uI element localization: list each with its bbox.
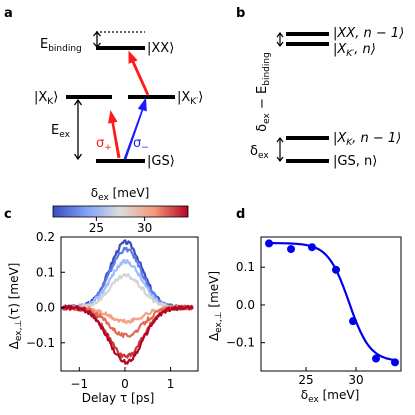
panel-b-label: b [236, 6, 245, 21]
b-label-xkp: |XK′, n⟩ [333, 42, 376, 59]
colorbar-tick-25: 25 [89, 221, 104, 235]
d-xtick-25: 25 [298, 373, 313, 387]
d-ylabel: Δex,⊥ [meV] [207, 271, 224, 341]
colorbar: δex [meV] 25 30 [52, 186, 189, 235]
panel-a-label: a [4, 6, 13, 21]
c-ytick-0.2: 0.2 [36, 230, 55, 244]
b-label-gs: |GS, n⟩ [333, 154, 377, 169]
sigma-minus-label: σ− [133, 136, 149, 153]
colorbar-tick-30: 30 [137, 221, 152, 235]
label-gs: |GS⟩ [147, 154, 175, 169]
d-xtick-30: 30 [348, 373, 363, 387]
c-ylabel: Δex,⊥(τ) [meV] [7, 263, 24, 350]
label-xkp: |XK′⟩ [177, 90, 203, 107]
b-label-xx: |XX, n − 1⟩ [333, 26, 404, 41]
b-ylabel: δex − Ebinding [255, 52, 272, 132]
c-series-1 [61, 246, 194, 311]
c-xtick-1: 1 [167, 377, 175, 391]
panel-c-curves [61, 239, 194, 365]
panel-d: d 25 30 0.1 0.0 −0.1 δex [meV] Δex,⊥ [me… [207, 207, 402, 405]
d-ytick-neg0.1: −0.1 [226, 336, 255, 350]
colorbar-gradient [52, 205, 189, 218]
d-point-3 [332, 265, 340, 274]
c-xtick-0: 0 [121, 377, 129, 391]
c-xlabel: Delay τ [ps] [82, 391, 155, 405]
e-binding-label: Ebinding [40, 37, 82, 54]
c-series-6 [62, 304, 194, 359]
c-series-7 [61, 304, 194, 365]
panel-d-points [265, 239, 399, 367]
label-xx: |XX⟩ [147, 41, 174, 56]
b-delta-label: δex [250, 144, 269, 161]
e-ex-label: Eex [51, 123, 71, 140]
d-point-5 [372, 354, 380, 363]
panel-b: b δex δex − Ebinding |XX, n − 1⟩ |XK′, n… [236, 6, 404, 169]
c-ytick-neg0.1: −0.1 [26, 336, 55, 350]
d-ytick-0.0: 0.0 [236, 298, 255, 312]
sigma-plus-arrow-lower [108, 110, 121, 159]
panel-d-label: d [236, 207, 245, 222]
d-point-2 [308, 243, 316, 252]
c-ytick-0.1: 0.1 [36, 265, 55, 279]
c-xtick-neg1: −1 [70, 377, 88, 391]
c-ytick-0.0: 0.0 [36, 301, 55, 315]
c-series-2 [62, 258, 193, 311]
panel-d-axes [260, 236, 402, 372]
panel-c: c −1 0 1 0.2 0.1 0.0 −0.1 Delay τ [ps] Δ… [4, 207, 199, 405]
colorbar-label: δex [meV] [91, 186, 150, 203]
d-xlabel: δex [meV] [301, 388, 360, 405]
d-point-0 [265, 239, 273, 248]
sigma-plus-label: σ+ [96, 136, 112, 153]
d-point-1 [287, 245, 295, 254]
label-xk: |XK⟩ [34, 90, 58, 107]
d-ytick-0.1: 0.1 [236, 260, 255, 274]
panel-a: a Ebinding Eex |XX⟩ |XK⟩ |XK′⟩ |GS⟩ σ+ σ… [4, 6, 203, 169]
b-label-xk: |XK, n − 1⟩ [333, 131, 401, 148]
d-point-4 [349, 317, 357, 326]
d-point-6 [391, 358, 399, 367]
sigma-plus-arrow-upper [128, 50, 150, 96]
panel-d-fit-curve [267, 242, 397, 362]
panel-c-axes [60, 236, 199, 372]
panel-c-label: c [4, 207, 12, 222]
sigma-minus-arrow-lower [123, 97, 147, 160]
